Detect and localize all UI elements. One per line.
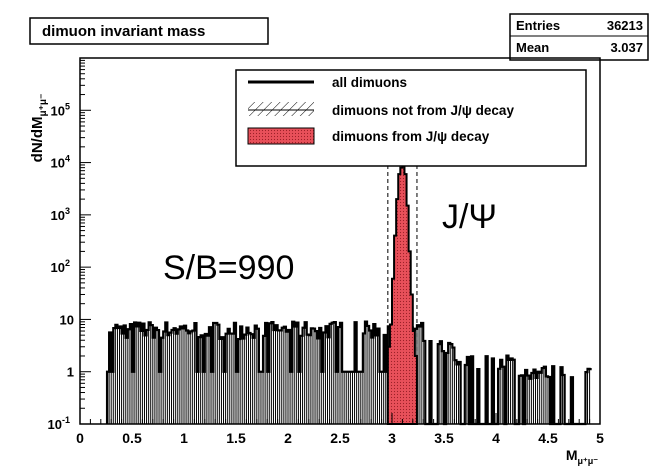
- x-axis-label-main: M: [566, 447, 578, 463]
- stats-mean-value: 3.037: [610, 40, 643, 55]
- y-tick-label-5: 104: [51, 154, 70, 171]
- x-tick-label-3: 1.5: [226, 430, 246, 446]
- stats-entries-value: 36213: [607, 18, 643, 33]
- stats-mean-label: Mean: [516, 40, 549, 55]
- legend-label-background: dimuons not from J/ψ decay: [332, 103, 514, 118]
- y-axis-label-main: dN/dM: [29, 116, 46, 162]
- annotation-jpsi: J/Ψ: [442, 198, 497, 236]
- x-tick-label-9: 4.5: [538, 430, 558, 446]
- legend-label-signal: dimuons from J/ψ decay: [332, 129, 490, 144]
- annotation-signal-to-background: S/B=990: [163, 249, 294, 287]
- legend-entry-background: dimuons not from J/ψ decay: [248, 102, 514, 118]
- y-tick-label-1: 1: [67, 365, 74, 380]
- chart-title: dimuon invariant mass: [42, 23, 205, 40]
- x-axis-label-sub: μ⁺μ⁻: [577, 456, 598, 466]
- legend-swatch-hatched: [248, 102, 314, 116]
- x-tick-label-2: 1: [180, 430, 188, 446]
- y-tick-label-6: 105: [51, 101, 70, 118]
- y-tick-label-2: 10: [60, 312, 74, 327]
- y-axis-label-sub: μ⁺μ⁻: [38, 94, 49, 117]
- legend-label-all: all dimuons: [332, 75, 407, 90]
- y-tick-label-4: 103: [51, 206, 70, 223]
- series-all-dimuons-background: [105, 320, 592, 426]
- x-tick-label-5: 2.5: [330, 430, 350, 446]
- plot-area: 0 0.5 1 1.5 2 2.5 3 3.5 4 4.5 5 10-1 1 10 102 103 104 105: [48, 57, 604, 446]
- legend-entry-signal: dimuons from J/ψ decay: [247, 127, 490, 145]
- x-axis-label: Mμ⁺μ⁻: [566, 447, 598, 466]
- x-tick-label-0: 0: [76, 430, 84, 446]
- y-axis-label: dN/dMμ⁺μ⁻: [29, 94, 49, 163]
- y-tick-label-3: 102: [51, 258, 70, 275]
- x-tick-label-1: 0.5: [122, 430, 142, 446]
- x-tick-label-10: 5: [596, 430, 604, 446]
- legend: all dimuons dimuons not from J/ψ decay d…: [235, 69, 587, 167]
- x-tick-label-7: 3.5: [434, 430, 454, 446]
- x-tick-label-8: 4: [492, 430, 500, 446]
- stats-entries-label: Entries: [516, 18, 560, 33]
- svg-text:dN/dMμ⁺μ⁻: dN/dMμ⁺μ⁻: [29, 94, 49, 163]
- legend-swatch-filled: [247, 127, 315, 145]
- svg-text:Mμ⁺μ⁻: Mμ⁺μ⁻: [566, 447, 598, 466]
- title-box: dimuon invariant mass: [29, 17, 269, 45]
- x-tick-label-4: 2: [284, 430, 292, 446]
- x-tick-label-6: 3: [388, 430, 396, 446]
- stats-box: Entries 36213 Mean 3.037: [509, 13, 649, 61]
- y-tick-label-0: 10-1: [48, 415, 70, 432]
- legend-entry-all: all dimuons: [248, 75, 407, 90]
